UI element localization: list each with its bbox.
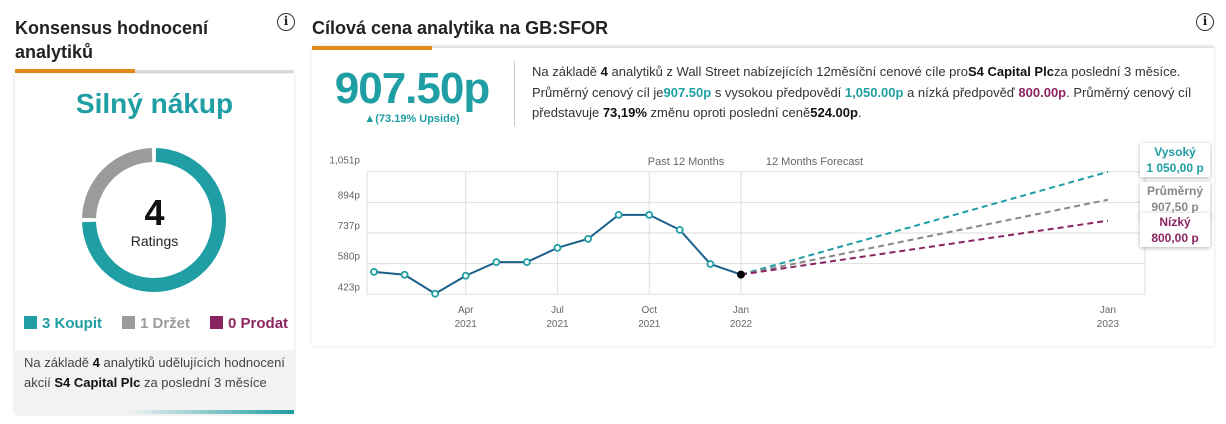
- donut-segment: [82, 148, 153, 219]
- title-underline: [15, 69, 135, 73]
- forecast-low-box: Nízký 800,00 p: [1140, 213, 1210, 247]
- legend-hold: 1 Držet: [122, 315, 190, 332]
- past-label: Past 12 Months: [647, 156, 725, 168]
- x-tick-month: Jan: [733, 305, 749, 316]
- y-tick-label: 423p: [338, 282, 361, 293]
- price-point: [431, 289, 440, 298]
- forecast-low-value: 800,00 p: [1151, 231, 1199, 245]
- title-rule: [432, 46, 1214, 48]
- price-point: [584, 234, 592, 243]
- price-point: [492, 258, 501, 266]
- x-tick-month: Jul: [551, 305, 564, 316]
- hold-swatch: [122, 316, 135, 329]
- y-tick-label: 1,051p: [329, 156, 360, 167]
- title-rule: [135, 70, 294, 73]
- divider: [514, 61, 515, 126]
- title-underline: [312, 46, 432, 50]
- footer-count: 4: [92, 355, 100, 370]
- forecast-avg-value: 907,50 p: [1151, 200, 1199, 214]
- consensus-title: Konsensus hodnocení analytiků: [15, 18, 209, 62]
- price-point: [614, 210, 623, 219]
- info-icon[interactable]: i: [277, 13, 295, 31]
- y-tick-label: 894p: [338, 190, 361, 201]
- price-point: [675, 225, 684, 234]
- forecast-high-value: 1 050,00 p: [1146, 161, 1204, 175]
- price-point: [370, 267, 378, 276]
- legend-sell: 0 Prodat: [210, 315, 288, 332]
- x-tick-year: 2021: [638, 319, 661, 330]
- forecast-avg-box: Průměrný 907,50 p: [1140, 182, 1210, 216]
- forecast-high-box: Vysoký 1 050,00 p: [1140, 143, 1210, 177]
- rating-donut: [82, 148, 226, 292]
- consensus-footer: Na základě 4 analytiků udělujících hodno…: [15, 350, 294, 414]
- x-tick-year: 2023: [1097, 319, 1120, 330]
- legend-hold-label: 1 Držet: [140, 315, 191, 332]
- footer-company: S4 Capital Plc: [54, 375, 141, 390]
- ratings-label: Ratings: [130, 233, 179, 249]
- footer-bar: [15, 410, 294, 414]
- price-point: [461, 271, 470, 280]
- price-target-description: Na základě 4 analytiků z Wall Street nab…: [532, 64, 1192, 120]
- consensus-card: Silný nákup 4 Ratings 3 Koupit 1 Držet 0…: [15, 74, 294, 414]
- donut-segment: [82, 148, 226, 292]
- legend-buy: 3 Koupit: [24, 315, 102, 332]
- legend-buy-label: 3 Koupit: [42, 315, 102, 332]
- x-tick-year: 2022: [730, 319, 753, 330]
- info-icon[interactable]: i: [1196, 13, 1214, 31]
- sell-swatch: [210, 316, 224, 329]
- forecast-low-name: Nízký: [1159, 215, 1191, 229]
- ratings-count: 4: [144, 192, 165, 233]
- x-tick-year: 2021: [455, 319, 478, 330]
- price-point: [553, 243, 562, 252]
- x-tick-year: 2021: [546, 319, 569, 330]
- price-point: [706, 260, 715, 268]
- forecast-high-name: Vysoký: [1154, 145, 1196, 159]
- footer-text: za poslední 3 měsíce: [140, 375, 267, 390]
- forecast-avg-name: Průměrný: [1146, 184, 1204, 198]
- footer-text: Na základě: [24, 355, 93, 370]
- y-tick-label: 737p: [338, 221, 361, 232]
- forecast-line: [740, 219, 1109, 276]
- legend-sell-label: 0 Prodat: [228, 315, 289, 332]
- y-tick-label: 580p: [338, 252, 361, 263]
- price-point: [645, 210, 654, 219]
- price-point: [736, 270, 745, 279]
- forecast-line: [740, 170, 1109, 276]
- price-target-title: Cílová cena analytika na GB:SFOR: [312, 18, 609, 38]
- footer-text: analytiků udělujících hodnocení akcií: [24, 355, 285, 390]
- buy-swatch: [24, 316, 37, 329]
- average-price-target: 907.50p: [334, 64, 490, 113]
- consensus-rating: Silný nákup: [75, 88, 234, 119]
- price-point: [522, 258, 531, 266]
- price-chart: 1,051p 894p 737p 580p 423p Apr 2021 Jul 2021 Oct 2…: [329, 156, 1146, 330]
- x-tick-month: Jan: [1100, 305, 1116, 316]
- upside-label: ▲(73.19% Upside): [364, 113, 460, 125]
- x-tick-month: Apr: [458, 305, 474, 316]
- x-tick-month: Oct: [641, 305, 657, 316]
- forecast-label: 12 Months Forecast: [765, 156, 864, 168]
- forecast-line: [740, 198, 1109, 276]
- price-target-panel: 907.50p ▲(73.19% Upside) Na základě 4 an…: [312, 46, 1214, 346]
- price-point: [400, 270, 409, 279]
